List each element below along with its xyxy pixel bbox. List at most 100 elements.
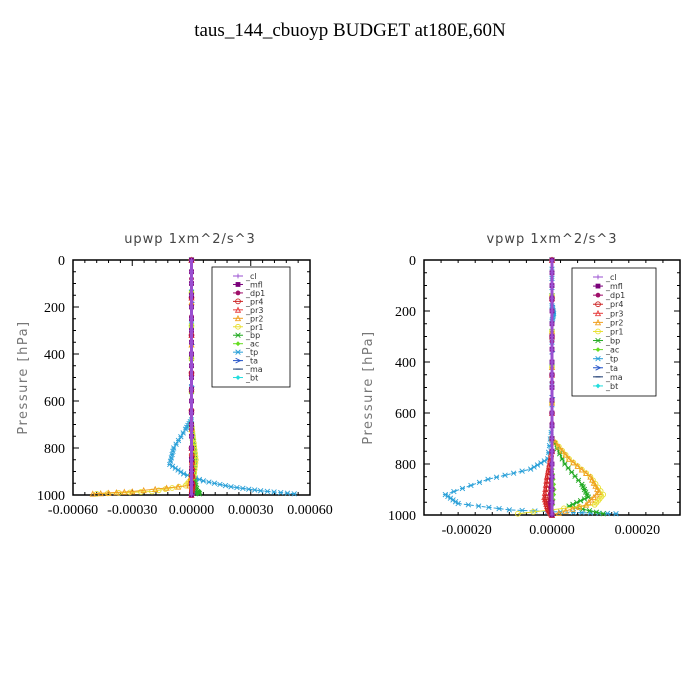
data-point [562, 451, 569, 458]
series-pr1 [93, 257, 199, 497]
data-point [565, 465, 571, 471]
data-point [590, 493, 597, 500]
x-tick-label: 0.00000 [529, 523, 575, 538]
series-cl [549, 257, 555, 518]
data-point [559, 447, 566, 454]
legend-label: _pr3 [245, 306, 263, 315]
y-tick-label: 800 [395, 458, 416, 473]
y-tick-label: 200 [44, 301, 65, 316]
legend-label: _dp1 [605, 291, 625, 300]
y-tick-label: 400 [44, 348, 65, 363]
chart-title: vpwp 1xm^2/s^3 [486, 232, 617, 247]
data-point [527, 466, 534, 472]
data-point [162, 486, 169, 492]
legend-item: _tp [233, 348, 258, 357]
series-cl [189, 257, 194, 498]
data-point [284, 490, 291, 496]
data-point [593, 491, 600, 498]
data-point [510, 470, 517, 476]
legend-item: _ac [233, 340, 259, 349]
series-pr2 [89, 256, 195, 497]
data-point [152, 485, 159, 492]
data-point [189, 292, 194, 298]
data-point [192, 460, 199, 466]
legend-item: _cl [233, 272, 257, 281]
data-point [590, 479, 597, 486]
legend-marker [594, 318, 602, 326]
data-point [570, 459, 577, 466]
legend-item: _cl [593, 273, 617, 282]
data-point [168, 455, 175, 461]
legend-label: _pr4 [605, 300, 623, 309]
legend-item: _tp [593, 355, 618, 364]
data-point [271, 489, 277, 495]
data-point [89, 490, 96, 497]
y-tick-label: 600 [44, 395, 65, 410]
data-point [549, 359, 555, 365]
data-point [591, 501, 598, 508]
data-point [217, 481, 223, 488]
legend-item: _mfl [593, 282, 623, 291]
legend-label: _pr2 [245, 314, 263, 323]
data-point [196, 491, 203, 497]
legend-label: _cl [605, 273, 617, 282]
legend-label: _bp [605, 337, 620, 346]
data-point [561, 505, 567, 512]
data-point [459, 485, 466, 492]
legend-item: _bp [233, 331, 260, 340]
data-point [127, 489, 133, 496]
legend-marker [595, 347, 601, 353]
legend-marker [235, 290, 241, 296]
data-point [600, 511, 606, 517]
legend-item: _pr4 [593, 300, 623, 309]
data-point [565, 455, 573, 462]
legend-item: _pr3 [233, 306, 263, 315]
data-point [189, 492, 194, 498]
series-line [92, 260, 192, 495]
legend-label: _tp [605, 355, 618, 364]
x-tick-label: -0.00060 [48, 503, 98, 518]
legend-label: _ma [605, 373, 623, 382]
chart-upwp: upwp 1xm^2/s^3 Pressure [hPa] 0 200 400 600 80… [16, 232, 333, 518]
legend-item: _ma [233, 365, 263, 374]
data-point [476, 479, 483, 486]
data-point [211, 480, 218, 486]
legend-label: _ac [245, 340, 259, 349]
y-tick-label: 200 [395, 305, 416, 320]
data-point [543, 486, 550, 492]
data-point [575, 477, 582, 484]
data-point [200, 478, 207, 484]
data-point [569, 505, 576, 512]
data-point [562, 507, 569, 514]
data-point [189, 422, 194, 427]
x-tick-label: 0.00060 [287, 503, 333, 518]
legend-marker [595, 292, 601, 298]
legend-label: _mfl [245, 280, 263, 289]
data-point [549, 334, 555, 339]
legend-label: _tp [245, 348, 258, 357]
data-point [105, 489, 112, 496]
data-point [189, 433, 194, 439]
data-point [189, 339, 194, 345]
data-point [549, 308, 555, 314]
legend-label: _pr2 [605, 318, 623, 327]
data-point [178, 434, 184, 440]
legend-item: _ta [593, 364, 618, 373]
data-point [543, 490, 549, 496]
data-point [519, 507, 525, 514]
legend-item: _pr1 [593, 327, 623, 336]
data-point [552, 439, 559, 446]
data-point [549, 295, 555, 301]
legend-marker [234, 306, 242, 313]
data-point [530, 509, 537, 515]
data-point [291, 491, 297, 497]
data-point [278, 489, 284, 496]
data-point [189, 363, 194, 369]
data-point [578, 466, 585, 473]
legend: _cl_mfl_dp1_pr4_pr3_pr2_pr1_bp_ac_tp_ta_… [211, 266, 291, 388]
data-point [485, 476, 491, 483]
data-point [451, 488, 457, 495]
data-point [206, 479, 212, 485]
data-point [475, 503, 482, 509]
